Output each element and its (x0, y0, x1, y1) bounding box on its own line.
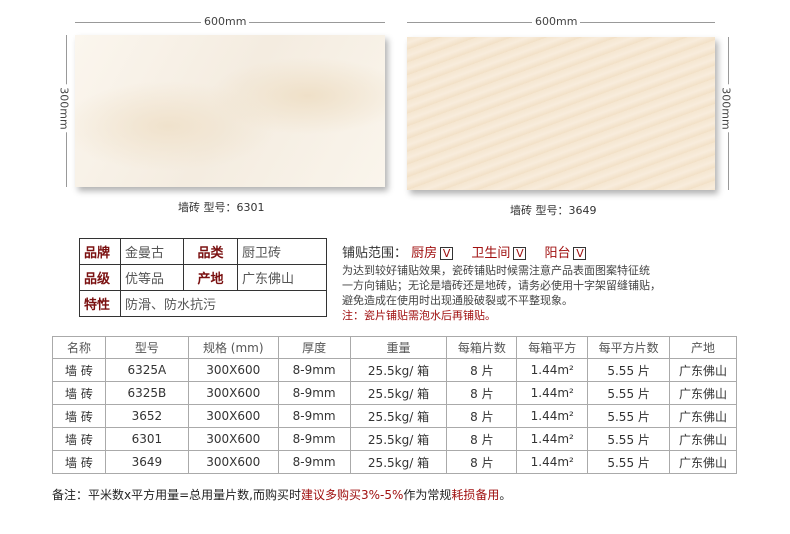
table-cell: 1.44m² (516, 427, 589, 451)
width-label: 600mm (201, 15, 250, 28)
table-cell: 300X600 (187, 404, 279, 428)
scope-kitchen: 厨房 (411, 246, 438, 261)
table-cell: 1.44m² (516, 381, 589, 405)
note-text: 备注：平米数x平方用量=总用量片数,而购买时 (52, 488, 301, 502)
scope-balcony: 阳台 (544, 246, 571, 261)
desc-line: 为达到较好铺贴效果，瓷砖铺贴时候需注意产品表面图案特征统 (342, 264, 650, 277)
table-cell: 6301 (104, 427, 189, 451)
table-cell: 5.55 片 (587, 358, 671, 382)
grade-label: 品级 (79, 264, 121, 291)
feature-label: 特性 (79, 290, 121, 317)
brand-value: 金曼古 (120, 238, 184, 265)
column-header: 厚度 (277, 336, 351, 359)
scope-description: 为达到较好铺贴效果，瓷砖铺贴时候需注意产品表面图案特征统 一方向铺贴；无论是墙砖… (342, 263, 661, 323)
scope-note: 注：瓷片铺贴需泡水后再铺贴。 (342, 309, 496, 322)
table-cell: 8-9mm (277, 427, 351, 451)
table-cell: 5.55 片 (587, 427, 671, 451)
table-cell: 5.55 片 (587, 381, 671, 405)
column-header: 规格 (mm) (187, 336, 279, 359)
table-cell: 1.44m² (516, 358, 589, 382)
table-cell: 8 片 (446, 404, 518, 428)
category-value: 厨卫砖 (237, 238, 327, 265)
scope-title: 铺贴范围： (342, 246, 408, 261)
grade-value: 优等品 (120, 264, 184, 291)
height-label: 300mm (719, 84, 733, 133)
table-cell: 广东佛山 (669, 358, 737, 382)
table-cell: 8-9mm (277, 404, 351, 428)
note-text: 作为常规 (403, 488, 452, 502)
table-cell: 25.5kg/ 箱 (349, 427, 448, 451)
table-cell: 墙 砖 (52, 427, 106, 451)
feature-value: 防滑、防水抗污 (120, 290, 327, 317)
table-cell: 25.5kg/ 箱 (349, 381, 448, 405)
table-cell: 8-9mm (277, 450, 351, 474)
desc-line: 一方向铺贴；无论是墙砖还是地砖，请务必使用十字架留缝铺贴， (342, 279, 661, 292)
table-cell: 广东佛山 (669, 404, 737, 428)
check-icon: V (573, 247, 587, 260)
check-icon: V (513, 247, 527, 260)
height-label: 300mm (57, 84, 71, 133)
table-cell: 300X600 (187, 427, 279, 451)
tile-caption: 墙砖 型号：3649 (510, 204, 597, 217)
desc-line: 避免造成在使用时出现通股破裂或不平整现象。 (342, 294, 573, 307)
scope-bathroom: 卫生间 (471, 246, 511, 261)
table-cell: 墙 砖 (52, 450, 106, 474)
table-cell: 墙 砖 (52, 404, 106, 428)
table-cell: 6325B (104, 381, 189, 405)
spec-table: 品牌 金曼古 品类 厨卫砖 品级 优等品 产地 广东佛山 特性 防滑、防水抗污 (79, 238, 327, 317)
table-cell: 8 片 (446, 358, 518, 382)
origin-label: 产地 (183, 264, 238, 291)
table-cell: 8 片 (446, 381, 518, 405)
table-cell: 8-9mm (277, 358, 351, 382)
table-cell: 6325A (104, 358, 189, 382)
table-cell: 1.44m² (516, 450, 589, 474)
note-highlight: 耗损备用 (451, 488, 500, 502)
table-cell: 广东佛山 (669, 450, 737, 474)
tile-image-3649 (407, 37, 715, 190)
width-label: 600mm (532, 15, 581, 28)
column-header: 每平方片数 (587, 336, 671, 359)
table-cell: 300X600 (187, 358, 279, 382)
column-header: 产地 (669, 336, 737, 359)
column-header: 重量 (349, 336, 448, 359)
table-cell: 25.5kg/ 箱 (349, 358, 448, 382)
table-cell: 3649 (104, 450, 189, 474)
table-cell: 5.55 片 (587, 404, 671, 428)
table-cell: 1.44m² (516, 404, 589, 428)
product-table: 名称 型号 规格 (mm) 厚度 重量 每箱片数 每箱平方 每平方片数 产地 墙 砖 6325A 3… (52, 336, 737, 474)
column-header: 每箱平方 (516, 336, 589, 359)
column-header: 名称 (52, 336, 106, 359)
table-cell: 3652 (104, 404, 189, 428)
footer-note: 备注：平米数x平方用量=总用量片数,而购买时建议多购买3%-5%作为常规耗损备用… (52, 486, 511, 503)
tile-image-6301 (75, 35, 385, 187)
category-label: 品类 (183, 238, 238, 265)
table-cell: 8 片 (446, 427, 518, 451)
column-header: 每箱片数 (446, 336, 518, 359)
table-cell: 25.5kg/ 箱 (349, 450, 448, 474)
table-cell: 25.5kg/ 箱 (349, 404, 448, 428)
column-header: 型号 (104, 336, 189, 359)
table-cell: 墙 砖 (52, 358, 106, 382)
scope-header: 铺贴范围： 厨房 V 卫生间 V 阳台 V (342, 242, 600, 261)
table-cell: 广东佛山 (669, 427, 737, 451)
table-cell: 300X600 (187, 381, 279, 405)
table-cell: 8-9mm (277, 381, 351, 405)
origin-value: 广东佛山 (237, 264, 327, 291)
table-cell: 广东佛山 (669, 381, 737, 405)
note-highlight: 建议多购买3%-5% (300, 488, 404, 502)
check-icon: V (440, 247, 454, 260)
brand-label: 品牌 (79, 238, 121, 265)
table-cell: 5.55 片 (587, 450, 671, 474)
table-cell: 墙 砖 (52, 381, 106, 405)
note-text: 。 (499, 488, 512, 502)
table-cell: 8 片 (446, 450, 518, 474)
table-header: 名称 型号 规格 (mm) 厚度 重量 每箱片数 每箱平方 每平方片数 产地 (52, 336, 737, 359)
table-cell: 300X600 (187, 450, 279, 474)
tile-caption: 墙砖 型号：6301 (178, 201, 265, 214)
